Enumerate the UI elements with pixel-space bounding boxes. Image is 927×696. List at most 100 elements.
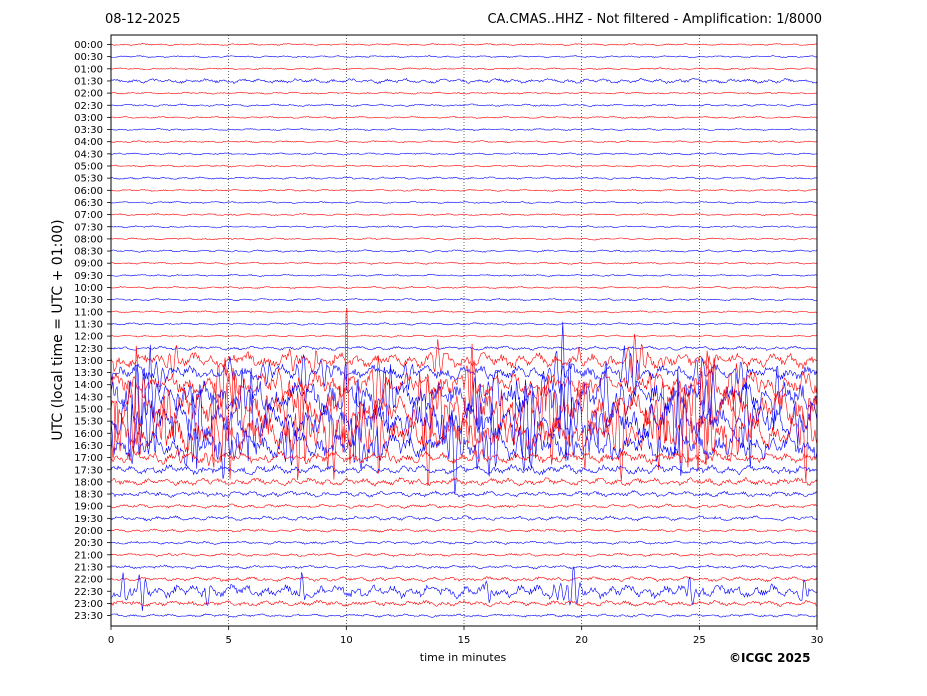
trace-0500 [111, 164, 817, 168]
trace-0430 [111, 152, 817, 156]
trace-0630 [111, 200, 817, 204]
trace-0900 [111, 261, 817, 265]
trace-1300 [111, 333, 817, 381]
y-tick-label: 01:00 [74, 64, 103, 75]
y-axis-label: UTC (local time = UTC + 01:00) [50, 219, 66, 441]
y-tick-label: 18:00 [74, 477, 103, 488]
y-tick-label: 11:30 [74, 319, 103, 330]
trace-0230 [111, 103, 817, 107]
y-tick-label: 09:00 [74, 259, 103, 270]
y-tick-label: 19:30 [74, 514, 103, 525]
trace-0730 [111, 225, 817, 229]
y-tick-label: 05:30 [74, 174, 103, 185]
x-tick-label: 10 [340, 635, 353, 646]
y-tick-label: 01:30 [74, 76, 103, 87]
y-tick-label: 10:00 [74, 283, 103, 294]
trace-0830 [111, 249, 817, 253]
trace-0100 [111, 67, 817, 71]
x-tick-label: 20 [575, 635, 588, 646]
y-tick-label: 08:00 [74, 234, 103, 245]
trace-0300 [111, 115, 817, 119]
trace-0400 [111, 140, 817, 144]
trace-1430 [111, 321, 817, 462]
y-tick-label: 13:00 [74, 356, 103, 367]
y-tick-label: 17:30 [74, 465, 103, 476]
trace-1130 [111, 322, 817, 326]
y-tick-label: 09:30 [74, 271, 103, 282]
y-tick-label: 22:30 [74, 587, 103, 598]
y-tick-label: 15:30 [74, 417, 103, 428]
trace-0200 [111, 91, 817, 95]
y-tick-label: 05:00 [74, 162, 103, 173]
trace-1400 [111, 350, 817, 418]
trace-0800 [111, 237, 817, 241]
y-tick-label: 02:30 [74, 101, 103, 112]
y-tick-label: 21:00 [74, 550, 103, 561]
y-tick-label: 20:30 [74, 538, 103, 549]
y-tick-label: 19:00 [74, 502, 103, 513]
x-axis-label: time in minutes [419, 651, 507, 664]
y-tick-label: 16:00 [74, 429, 103, 440]
y-tick-label: 23:30 [74, 611, 103, 622]
y-tick-label: 10:30 [74, 295, 103, 306]
trace-2200 [111, 576, 817, 583]
trace-2300 [111, 599, 817, 608]
trace-1800 [111, 476, 817, 487]
x-tick-labels: 0 5 10 15 20 25 30 [108, 626, 824, 646]
x-tick-label: 25 [693, 635, 706, 646]
y-tick-label: 12:00 [74, 332, 103, 343]
trace-0330 [111, 128, 817, 132]
trace-2230 [111, 567, 817, 611]
y-tick-label: 14:00 [74, 380, 103, 391]
y-tick-label: 08:30 [74, 247, 103, 258]
trace-2030 [111, 540, 817, 545]
trace-2100 [111, 552, 817, 557]
trace-1830 [111, 490, 817, 498]
date-label: 08-12-2025 [105, 12, 181, 27]
y-tick-label: 22:00 [74, 575, 103, 586]
trace-1230 [111, 345, 817, 351]
trace-1900 [111, 503, 817, 509]
y-tick-label: 00:00 [74, 40, 103, 51]
trace-2330 [111, 613, 817, 618]
copyright-credit: ©ICGC 2025 [729, 651, 811, 665]
trace-1200 [111, 334, 817, 338]
y-tick-label: 04:00 [74, 137, 103, 148]
trace-1630 [111, 402, 817, 494]
trace-1030 [111, 298, 817, 302]
y-tick-label: 18:30 [74, 490, 103, 501]
y-tick-label: 15:00 [74, 405, 103, 416]
x-tick-label: 5 [225, 635, 231, 646]
trace-0530 [111, 176, 817, 180]
y-tick-label: 07:00 [74, 210, 103, 221]
grid-lines [228, 35, 700, 626]
trace-1600 [111, 379, 817, 486]
trace-1930 [111, 515, 817, 522]
trace-0600 [111, 188, 817, 192]
y-tick-label: 13:30 [74, 368, 103, 379]
y-tick-label: 04:30 [74, 149, 103, 160]
trace-0130 [111, 77, 817, 85]
x-tick-label: 30 [811, 635, 824, 646]
trace-1000 [111, 286, 817, 289]
trace-1700 [111, 446, 817, 466]
station-title: CA.CMAS..HHZ - Not filtered - Amplificat… [487, 12, 822, 27]
plot-frame [110, 34, 818, 627]
y-tick-label: 11:00 [74, 307, 103, 318]
y-tick-label: 06:30 [74, 198, 103, 209]
y-tick-label: 17:00 [74, 453, 103, 464]
trace-group [111, 43, 817, 618]
trace-1100 [111, 310, 817, 314]
y-tick-label: 00:30 [74, 52, 103, 63]
y-tick-label: 07:30 [74, 222, 103, 233]
y-tick-label: 03:30 [74, 125, 103, 136]
trace-1730 [111, 463, 817, 476]
trace-2130 [111, 564, 817, 570]
y-tick-label: 06:00 [74, 186, 103, 197]
y-tick-label: 12:30 [74, 344, 103, 355]
trace-0030 [111, 55, 817, 59]
y-tick-label: 20:00 [74, 526, 103, 537]
trace-0930 [111, 273, 817, 277]
trace-2000 [111, 528, 817, 533]
